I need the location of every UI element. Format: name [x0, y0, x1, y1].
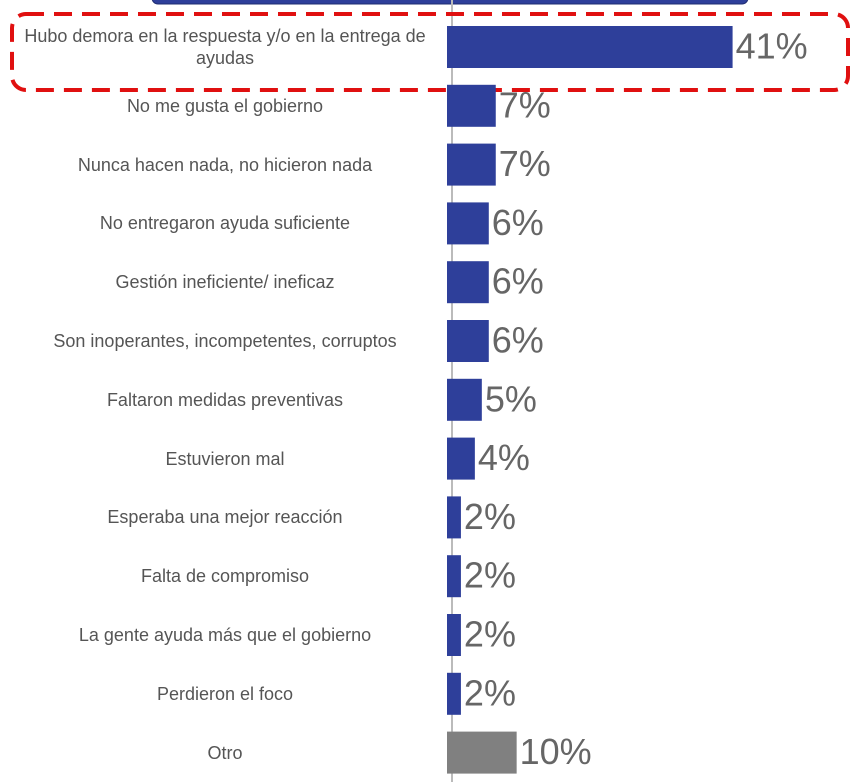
category-label: No entregaron ayuda suficiente	[99, 213, 351, 234]
value-label: 6%	[492, 261, 544, 302]
bar	[447, 26, 733, 68]
category-label: No me gusta el gobierno	[126, 95, 324, 116]
category-label: Perdieron el foco	[156, 683, 294, 704]
category-label: Esperaba una mejor reacción	[107, 507, 343, 528]
bar	[447, 84, 496, 127]
category-label: Estuvieron mal	[165, 448, 285, 469]
header-box	[151, 0, 749, 5]
category-label: Gestión ineficiente/ ineficaz	[115, 272, 335, 293]
bar	[447, 202, 489, 245]
value-label: 2%	[464, 496, 516, 537]
bar	[447, 437, 475, 480]
bar	[447, 378, 482, 421]
value-label: 4%	[478, 437, 530, 478]
value-label: 6%	[492, 202, 544, 243]
category-label: Son inoperantes, incompetentes, corrupto…	[53, 331, 397, 351]
value-label: 6%	[492, 320, 544, 361]
category-label: Falta de compromiso	[140, 566, 310, 587]
value-label: 2%	[464, 555, 516, 596]
value-label: 10%	[520, 731, 592, 772]
bar	[447, 731, 517, 774]
category-label: Otro	[207, 742, 243, 763]
value-label: 7%	[499, 143, 551, 184]
category-label: Hubo demora en la respuesta y/o en la en…	[24, 26, 426, 68]
category-label: La gente ayuda más que el gobierno	[78, 625, 372, 645]
bar	[447, 261, 489, 304]
bar	[447, 672, 461, 715]
bar	[447, 555, 461, 598]
bar	[447, 320, 489, 362]
value-label: 7%	[499, 84, 551, 125]
value-label: 2%	[464, 672, 516, 713]
category-label: Faltaron medidas preventivas	[106, 389, 344, 410]
value-label: 41%	[736, 26, 808, 67]
category-label: Nunca hacen nada, no hicieron nada	[77, 154, 373, 175]
bar	[447, 143, 496, 186]
bar	[447, 496, 461, 539]
value-label: 2%	[464, 614, 516, 655]
value-label: 5%	[485, 378, 537, 419]
bar	[447, 614, 461, 656]
highlight-box	[10, 12, 850, 92]
